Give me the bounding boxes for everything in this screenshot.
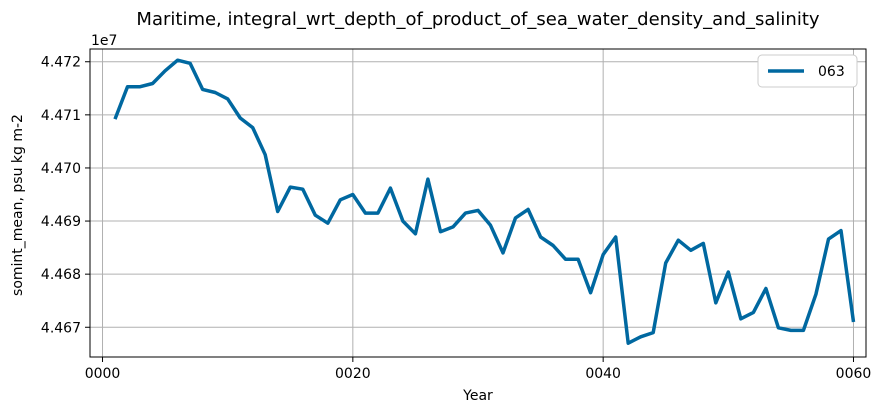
grid — [90, 49, 866, 357]
x-tick-label: 0060 — [836, 366, 872, 382]
y-axis-label: somint_mean, psu kg m-2 — [10, 114, 26, 296]
y-tick-label: 4.468 — [41, 267, 81, 283]
legend-label: 063 — [818, 64, 845, 80]
chart-title: Maritime, integral_wrt_depth_of_product_… — [136, 9, 819, 30]
x-tick-label: 0020 — [335, 366, 371, 382]
y-offset-label: 1e7 — [91, 33, 117, 49]
legend-box — [757, 54, 858, 88]
y-tick-label: 4.472 — [41, 55, 81, 71]
plot-frame — [89, 48, 867, 358]
x-tick-label: 0000 — [85, 366, 121, 382]
y-tick-label: 4.471 — [41, 108, 81, 124]
series-line-063 — [113, 58, 856, 345]
y-tick-label: 4.469 — [41, 214, 81, 230]
ticks: 0000 0020 0040 0060 4.467 4.468 4.469 4.470 4.47… — [41, 55, 871, 382]
x-tick-label: 0040 — [585, 366, 621, 382]
x-axis-label: Year — [462, 388, 493, 404]
y-tick-label: 4.467 — [41, 320, 81, 336]
plot-lines — [113, 58, 856, 345]
legend: 063 — [757, 54, 858, 88]
y-tick-label: 4.470 — [41, 161, 81, 177]
